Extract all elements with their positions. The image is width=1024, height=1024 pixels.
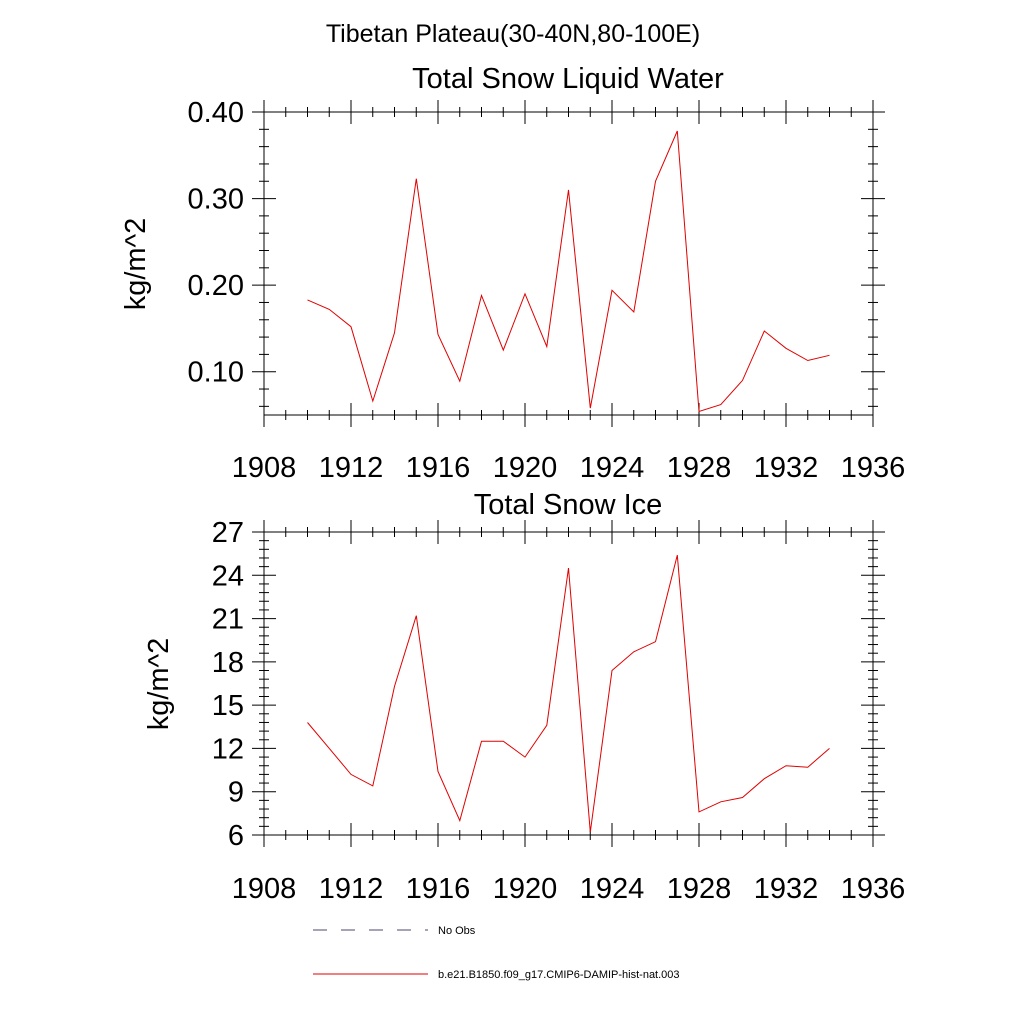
y-axis-label: kg/m^2: [120, 218, 152, 311]
panel-title: Total Snow Liquid Water: [412, 63, 724, 95]
data-point: [307, 299, 308, 300]
x-tick-label: 1916: [406, 452, 471, 484]
chart-panel-snow-liquid-water: Total Snow Liquid Water kg/m^2 1908 1912 1…: [120, 63, 905, 484]
data-point: [612, 290, 613, 291]
data-point: [416, 615, 417, 616]
y-tick-label: 18: [212, 647, 244, 679]
data-point: [329, 748, 330, 749]
x-tick-label: 1912: [319, 873, 384, 905]
data-point: [677, 555, 678, 556]
data-point: [807, 360, 808, 361]
data-point: [655, 181, 656, 182]
y-tick-label: 0.10: [188, 357, 244, 389]
data-point: [503, 741, 504, 742]
x-tick-label: 1936: [841, 873, 906, 905]
data-point: [742, 380, 743, 381]
y-tick-label: 0.40: [188, 97, 244, 129]
data-point: [372, 401, 373, 402]
data-point: [633, 651, 634, 652]
data-point: [394, 332, 395, 333]
data-point: [481, 741, 482, 742]
data-point: [546, 346, 547, 347]
y-tick-label: 27: [212, 517, 244, 549]
data-point: [764, 778, 765, 779]
legend-label-no-obs: No Obs: [438, 925, 476, 937]
x-tick-label: 1920: [493, 452, 558, 484]
data-point: [394, 686, 395, 687]
data-point: [677, 131, 678, 132]
data-point: [720, 404, 721, 405]
data-point: [568, 189, 569, 190]
legend-label-model-run: b.e21.B1850.f09_g17.CMIP6-DAMIP-hist-nat…: [438, 969, 680, 981]
legend: No Obs b.e21.B1850.f09_g17.CMIP6-DAMIP-h…: [313, 925, 680, 981]
data-point: [590, 832, 591, 833]
x-tick-label: 1916: [406, 873, 471, 905]
y-tick-label: 21: [212, 604, 244, 636]
y-tick-label: 0.30: [188, 184, 244, 216]
x-tick-label: 1932: [754, 873, 819, 905]
data-point: [807, 767, 808, 768]
data-point: [416, 178, 417, 179]
x-tick-label: 1920: [493, 873, 558, 905]
y-tick-label: 0.20: [188, 270, 244, 302]
data-point: [829, 355, 830, 356]
data-point: [525, 757, 526, 758]
data-point: [720, 801, 721, 802]
data-point: [438, 334, 439, 335]
data-point: [459, 820, 460, 821]
data-point: [786, 348, 787, 349]
series-line: [307, 130, 830, 413]
figure-title: Tibetan Plateau(30-40N,80-100E): [326, 20, 700, 48]
data-point: [786, 765, 787, 766]
data-point: [459, 381, 460, 382]
data-point: [699, 811, 700, 812]
y-tick-label: 12: [212, 733, 244, 765]
x-tick-label: 1912: [319, 452, 384, 484]
plot-frame: [263, 111, 874, 416]
data-point: [612, 670, 613, 671]
y-axis-label: kg/m^2: [143, 638, 175, 731]
x-tick-label: 1928: [667, 873, 732, 905]
data-point: [351, 326, 352, 327]
data-point: [351, 774, 352, 775]
data-point: [829, 748, 830, 749]
chart-panel-snow-ice: Total Snow Ice kg/m^2 1908 1912 1916 1920 19…: [143, 489, 905, 905]
y-tick-label: 15: [212, 690, 244, 722]
y-tick-label: 6: [228, 820, 244, 852]
x-tick-label: 1932: [754, 452, 819, 484]
data-point: [481, 295, 482, 296]
data-point: [699, 411, 700, 412]
x-tick-label: 1908: [232, 452, 297, 484]
data-point: [372, 785, 373, 786]
plot-frame: [263, 531, 874, 836]
data-point: [655, 641, 656, 642]
data-point: [329, 309, 330, 310]
y-tick-label: 24: [212, 560, 244, 592]
data-point: [525, 293, 526, 294]
x-tick-label: 1908: [232, 873, 297, 905]
x-tick-label: 1936: [841, 452, 906, 484]
data-point: [590, 408, 591, 409]
data-point: [568, 568, 569, 569]
y-tick-label: 9: [228, 777, 244, 809]
x-tick-label: 1924: [580, 452, 645, 484]
data-point: [307, 722, 308, 723]
data-point: [742, 797, 743, 798]
x-tick-label: 1928: [667, 452, 732, 484]
panel-title: Total Snow Ice: [474, 489, 663, 521]
x-tick-label: 1924: [580, 873, 645, 905]
data-point: [764, 331, 765, 332]
data-point: [546, 725, 547, 726]
data-point: [633, 311, 634, 312]
data-point: [438, 771, 439, 772]
series-line: [307, 554, 830, 833]
data-point: [503, 350, 504, 351]
